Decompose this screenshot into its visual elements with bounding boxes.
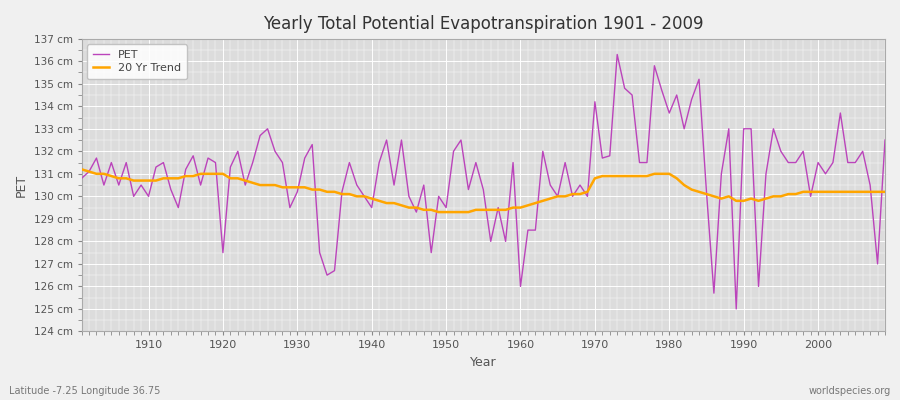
20 Yr Trend xyxy=(612,174,623,178)
PET xyxy=(76,176,87,181)
20 Yr Trend xyxy=(136,178,147,183)
20 Yr Trend xyxy=(879,190,890,194)
20 Yr Trend xyxy=(433,210,444,214)
PET xyxy=(605,153,616,158)
X-axis label: Year: Year xyxy=(470,356,497,369)
Line: PET: PET xyxy=(82,54,885,309)
PET xyxy=(508,160,518,165)
PET xyxy=(731,306,742,311)
Title: Yearly Total Potential Evapotranspiration 1901 - 2009: Yearly Total Potential Evapotranspiratio… xyxy=(263,15,704,33)
Line: 20 Yr Trend: 20 Yr Trend xyxy=(82,169,885,212)
PET xyxy=(515,284,526,289)
Text: worldspecies.org: worldspecies.org xyxy=(809,386,891,396)
PET xyxy=(879,138,890,142)
20 Yr Trend xyxy=(515,205,526,210)
20 Yr Trend xyxy=(76,167,87,172)
Y-axis label: PET: PET xyxy=(15,174,28,197)
PET xyxy=(136,183,147,188)
PET xyxy=(344,160,355,165)
PET xyxy=(300,156,310,160)
Text: Latitude -7.25 Longitude 36.75: Latitude -7.25 Longitude 36.75 xyxy=(9,386,160,396)
20 Yr Trend xyxy=(523,203,534,208)
PET xyxy=(612,52,623,57)
20 Yr Trend xyxy=(300,185,310,190)
20 Yr Trend xyxy=(344,192,355,196)
Legend: PET, 20 Yr Trend: PET, 20 Yr Trend xyxy=(87,44,187,79)
